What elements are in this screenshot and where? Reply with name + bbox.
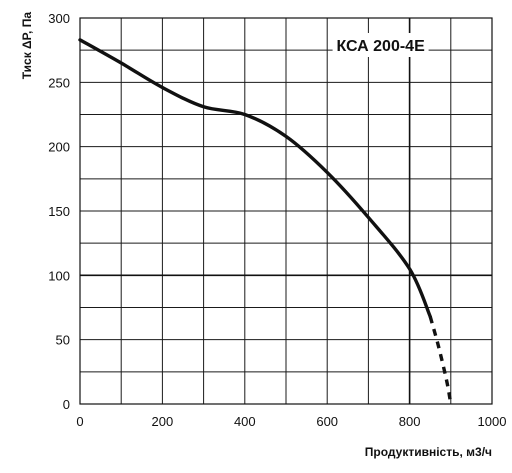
y-tick-label: 300 — [48, 11, 70, 26]
y-tick-label: 200 — [48, 140, 70, 155]
plot-frame — [79, 17, 493, 405]
y-tick-label: 150 — [48, 204, 70, 219]
y-axis-ticks: 0 50 100 150 200 250 300 — [48, 11, 70, 412]
performance-curve-dashed — [428, 316, 453, 405]
y-tick-label: 250 — [48, 75, 70, 90]
x-tick-label: 600 — [316, 414, 338, 429]
y-tick-label: 0 — [63, 397, 70, 412]
x-axis-ticks: 0 200 400 600 800 1000 — [76, 414, 506, 429]
x-tick-label: 400 — [234, 414, 256, 429]
y-tick-label: 100 — [48, 268, 70, 283]
x-tick-label: 0 — [76, 414, 83, 429]
x-tick-label: 200 — [152, 414, 174, 429]
x-tick-label: 1000 — [478, 414, 507, 429]
reference-lines — [80, 18, 492, 404]
x-axis-label: Продуктивність, м3/ч — [365, 445, 492, 459]
performance-curves — [78, 38, 453, 405]
y-axis-label: Тиск ΔР, Па — [20, 12, 34, 80]
y-tick-label: 50 — [56, 333, 70, 348]
performance-curve-solid — [78, 38, 432, 319]
chart-title: КСА 200-4E — [336, 38, 425, 55]
chart-title-background — [332, 33, 429, 57]
x-tick-label: 800 — [399, 414, 421, 429]
